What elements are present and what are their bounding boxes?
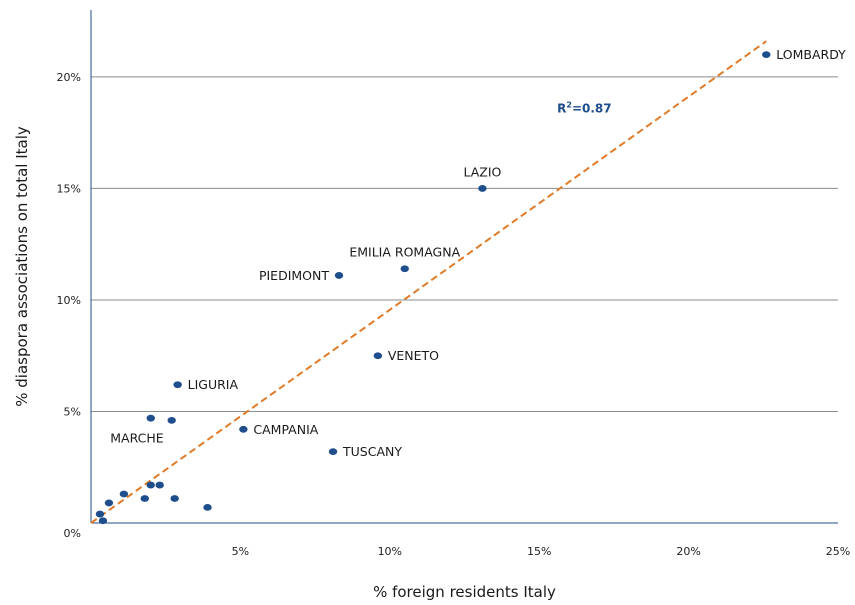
data-point [373,352,383,360]
point-label: VENETO [388,348,439,363]
x-tick-label: 25% [826,545,850,558]
y-tick-label: 5% [64,405,81,418]
point-label: MARCHE [110,430,164,445]
data-point [478,185,487,192]
y-axis-ticks: 0% 5% 10% 15% 20% [57,71,81,540]
r-squared-value: =0.87 [572,102,612,116]
data-point [328,448,338,456]
x-tick-label: 15% [527,545,551,558]
data-point [146,414,155,422]
data-point [155,481,164,489]
data-point [119,490,129,498]
data-point [334,272,344,279]
y-tick-label: 20% [57,71,81,84]
point-label: TUSCANY [342,444,402,459]
point-label: LAZIO [463,164,501,179]
data-point [400,265,409,273]
point-label: LIGURIA [188,377,239,392]
r-squared-superscript: 2 [566,101,572,110]
data-point [167,417,176,424]
point-label: EMILIA ROMAGNA [349,245,460,260]
y-axis-title: % diaspora associations on total Italy [13,126,31,407]
data-point [98,517,108,525]
grid-lines [91,76,838,412]
point-label: CAMPANIA [253,422,318,437]
data-point [203,503,212,511]
x-tick-label: 5% [232,545,249,558]
data-point [140,495,149,502]
data-point [170,495,179,502]
x-axis-title: % foreign residents Italy [373,583,556,601]
point-label: LOMBARDY [776,47,846,62]
data-points [95,51,771,525]
x-tick-label: 20% [676,545,700,558]
data-point [239,425,248,433]
data-point [104,499,114,507]
data-point [146,481,155,489]
trendline [90,40,767,524]
x-axis-ticks: 5% 10% 15% 20% 25% [232,545,851,558]
x-tick-label: 10% [378,545,402,558]
point-labels: LOMBARDY LAZIO EMILIA ROMAGNA PIEDIMONT VENE… [110,47,846,459]
r-squared-label: R2=0.87 [557,101,612,116]
data-point [173,381,182,389]
data-point [95,510,105,518]
point-label: PIEDIMONT [259,268,329,283]
y-tick-label: 10% [57,294,81,307]
y-tick-label: 15% [57,182,81,195]
y-tick-label: 0% [64,527,81,540]
r-squared-base: R [557,102,566,116]
data-point [762,51,771,59]
